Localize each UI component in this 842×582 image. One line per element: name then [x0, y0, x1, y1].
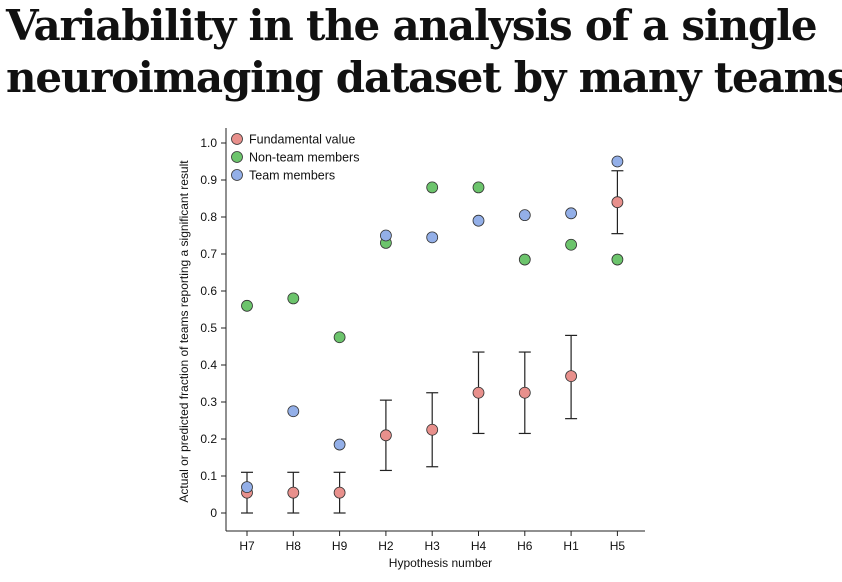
x-tick-label-h3: H3	[425, 539, 441, 553]
x-tick-label-h5: H5	[610, 539, 626, 553]
point-team-members-h4	[472, 214, 485, 227]
point-non-team-members-h5	[611, 253, 624, 266]
point-fundamental-value-h9	[333, 486, 346, 499]
point-fundamental-value-h2	[379, 429, 392, 442]
point-team-members-h3	[426, 231, 439, 244]
headline: Variability in the analysis of a single …	[6, 0, 842, 104]
point-team-members-h5	[611, 155, 624, 168]
point-team-members-h9	[333, 438, 346, 451]
point-non-team-members-h4	[472, 181, 485, 194]
y-axis-label: Actual or predicted fraction of teams re…	[177, 160, 191, 503]
y-tick-label: 0.8	[200, 210, 217, 224]
x-tick-label-h7: H7	[239, 539, 255, 553]
point-non-team-members-h3	[426, 181, 439, 194]
point-team-members-h6	[518, 209, 531, 222]
legend-marker-team-members	[231, 169, 243, 181]
y-tick-label: 0.6	[200, 284, 217, 298]
x-tick-label-h8: H8	[286, 539, 302, 553]
y-tick-label: 0.3	[200, 395, 217, 409]
point-team-members-h8	[287, 405, 300, 418]
headline-line-2: neuroimaging dataset by many teams	[6, 53, 842, 102]
legend-marker-fundamental-value	[231, 133, 243, 145]
legend-label-non-team-members: Non-team members	[249, 151, 359, 165]
point-non-team-members-h1	[565, 238, 577, 251]
y-tick-label: 0.7	[200, 247, 217, 261]
x-axis-label: Hypothesis number	[389, 556, 492, 570]
y-tick-label: 0.9	[200, 173, 217, 187]
y-tick-label: 0	[210, 506, 217, 520]
point-non-team-members-h8	[287, 292, 300, 305]
headline-line-1: Variability in the analysis of a single	[6, 1, 818, 50]
point-fundamental-value-h6	[518, 386, 531, 399]
x-tick-label-h9: H9	[332, 539, 348, 553]
x-tick-label-h1: H1	[563, 539, 579, 553]
x-tick-label-h2: H2	[378, 539, 394, 553]
point-fundamental-value-h3	[426, 423, 439, 436]
point-non-team-members-h9	[333, 331, 346, 344]
y-tick-label: 0.1	[200, 469, 217, 483]
point-team-members-h7	[241, 481, 253, 494]
x-tick-label-h6: H6	[517, 539, 533, 553]
y-tick-label: 0.5	[200, 321, 217, 335]
point-fundamental-value-h5	[611, 196, 624, 209]
x-tick-label-h4: H4	[471, 539, 487, 553]
point-fundamental-value-h4	[472, 386, 485, 399]
point-non-team-members-h6	[518, 253, 531, 266]
legend-label-fundamental-value: Fundamental value	[249, 133, 355, 147]
y-tick-label: 0.4	[200, 358, 217, 372]
point-non-team-members-h7	[241, 299, 253, 312]
legend-label-team-members: Team members	[249, 169, 335, 183]
legend-marker-non-team-members	[231, 151, 243, 163]
point-team-members-h2	[379, 229, 392, 242]
y-tick-label: 1.0	[200, 136, 217, 150]
point-fundamental-value-h1	[565, 370, 577, 383]
point-team-members-h1	[565, 207, 577, 220]
point-fundamental-value-h8	[287, 486, 300, 499]
y-tick-label: 0.2	[200, 432, 217, 446]
